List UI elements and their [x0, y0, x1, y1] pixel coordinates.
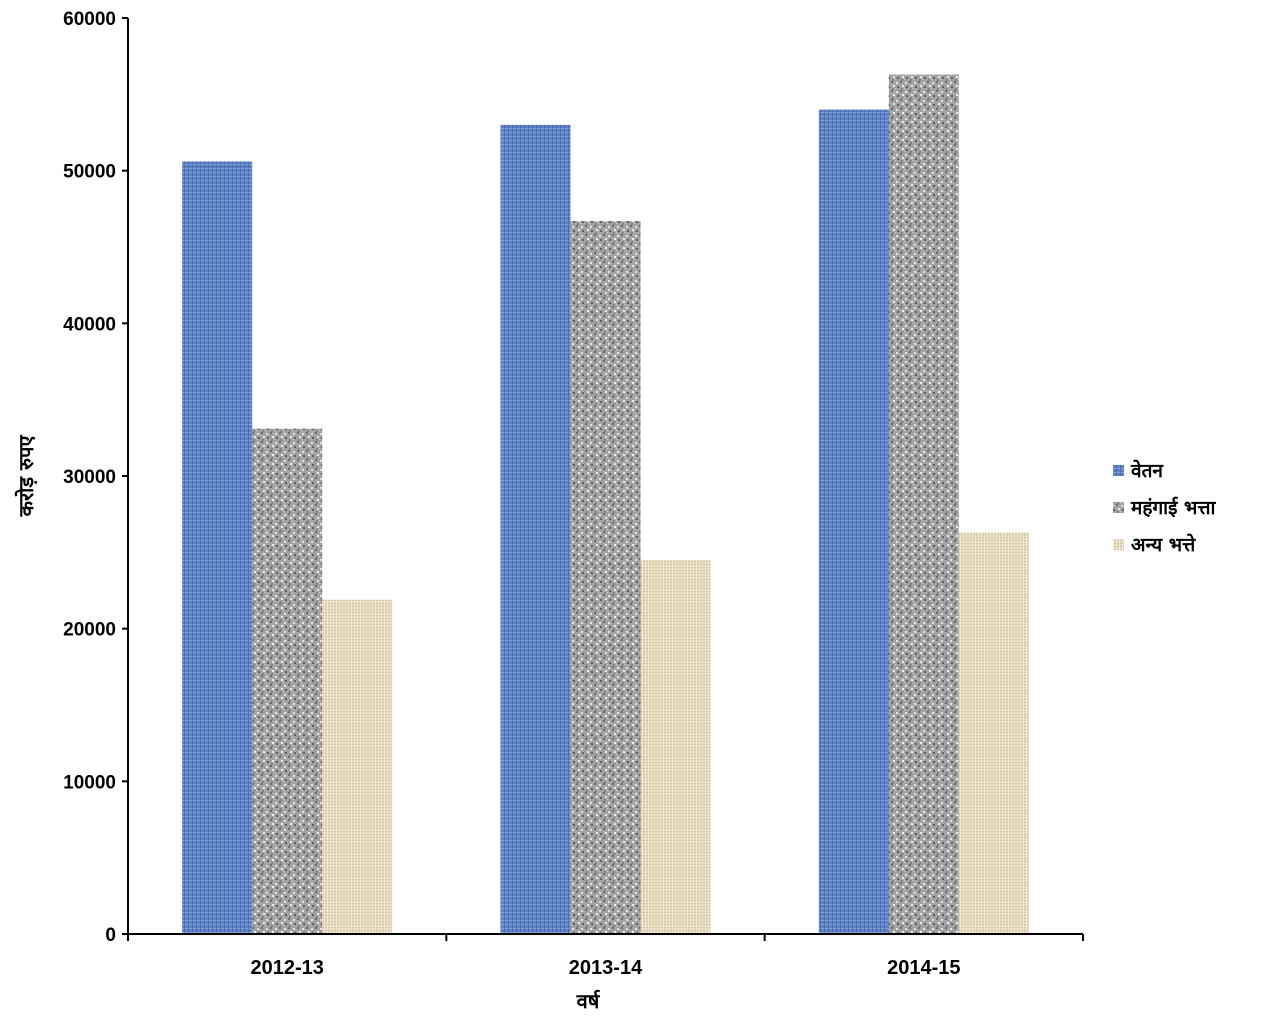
- y-tick-label: 10000: [63, 772, 116, 793]
- legend: वेतन महंगाई भत्ता अन्य भत्ते: [1113, 459, 1216, 556]
- y-axis-title: करोड़ रुपए: [14, 435, 38, 518]
- x-axis-title: वर्ष: [576, 989, 601, 1013]
- bar-salary-2012-13: [182, 161, 253, 935]
- y-tick-label: 30000: [63, 467, 116, 488]
- legend-label: अन्य भत्ते: [1131, 533, 1196, 556]
- x-tick-label: 2013-14: [569, 957, 643, 979]
- bar-other-allowances-2013-14: [640, 559, 711, 934]
- bar-dearness-allowance-2013-14: [570, 221, 641, 935]
- x-tick-label: 2014-15: [887, 957, 960, 979]
- y-tick-label: 40000: [63, 314, 116, 335]
- y-axis-ticks: 0 10000 20000 30000 40000 50000 60000: [63, 9, 128, 946]
- legend-swatch: [1113, 502, 1124, 513]
- bar-dearness-allowance-2014-15: [888, 74, 959, 934]
- legend-swatch: [1113, 465, 1124, 476]
- bar-other-allowances-2014-15: [958, 532, 1029, 934]
- x-tick-label: 2012-13: [250, 957, 323, 979]
- y-tick-label: 0: [105, 925, 116, 946]
- y-tick-label: 20000: [63, 620, 116, 641]
- x-axis-ticks: 2012-13 2013-14 2014-15: [127, 934, 1084, 979]
- legend-swatch: [1113, 539, 1124, 550]
- bar-salary-2013-14: [500, 124, 571, 934]
- bar-dearness-allowance-2012-13: [252, 428, 323, 934]
- bars: [182, 74, 1029, 935]
- y-tick-label: 50000: [63, 162, 116, 183]
- y-tick-label: 60000: [63, 9, 116, 30]
- legend-label: वेतन: [1130, 459, 1164, 482]
- bar-salary-2014-15: [818, 109, 889, 935]
- bar-other-allowances-2012-13: [322, 599, 393, 934]
- legend-label: महंगाई भत्ता: [1130, 496, 1216, 519]
